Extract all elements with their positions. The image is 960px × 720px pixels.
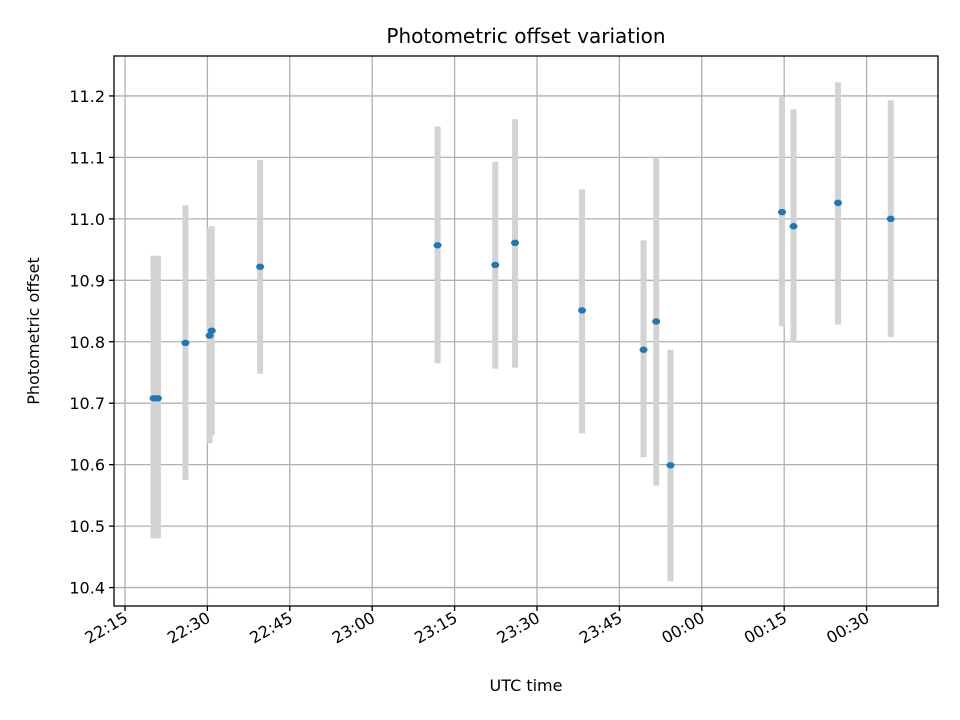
y-tick-label: 10.7 [69,394,105,413]
plot-area [114,56,938,606]
data-point [181,339,190,347]
data-point [205,332,214,339]
chart-title: Photometric offset variation [386,24,665,48]
data-point [578,307,587,314]
data-point [153,395,162,402]
y-tick-label: 11.0 [69,210,105,229]
data-point [834,199,843,207]
data-point [777,208,786,216]
y-tick-label: 10.4 [69,579,105,598]
data-point [639,346,648,353]
y-tick-label: 10.6 [69,456,105,475]
y-tick-label: 10.5 [69,517,105,536]
data-point [433,242,442,249]
y-tick-label: 11.2 [69,87,105,106]
x-axis-label: UTC time [490,676,563,695]
data-point [511,239,520,247]
data-point [652,318,661,325]
y-axis-label: Photometric offset [24,257,43,405]
y-axis-ticks: 10.4 10.5 10.6 10.7 10.8 10.9 11.0 11.1 11.2 [69,87,114,598]
y-tick-label: 10.8 [69,333,105,352]
data-point [491,261,500,269]
data-point [666,462,675,469]
y-tick-label: 10.9 [69,271,105,290]
data-point [886,215,895,223]
data-point [207,327,216,334]
data-point [789,223,798,230]
data-point [256,263,265,270]
data-points [149,199,895,469]
y-tick-label: 11.1 [69,148,105,167]
plot-frame [113,55,939,607]
